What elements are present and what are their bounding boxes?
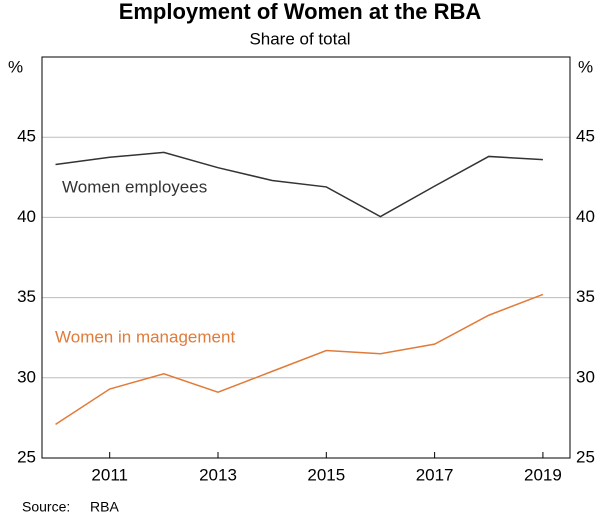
source-label: Source: [22, 499, 70, 515]
series-line [55, 293, 544, 425]
x-tick-label: 2017 [416, 465, 454, 484]
series-line [55, 151, 543, 218]
y-tick-label-right: 25 [576, 447, 595, 466]
plot-frame [41, 56, 571, 459]
y-tick-label: 35 [17, 287, 36, 306]
series-label: Women employees [62, 177, 207, 196]
source: RBA [90, 499, 119, 515]
y-unit-right: % [578, 57, 593, 76]
y-tick-label: 25 [17, 447, 36, 466]
chart-title: Employment of Women at the RBA [119, 0, 482, 24]
x-tick-label: 2013 [199, 465, 237, 484]
y-tick-label: 30 [17, 367, 36, 386]
y-tick-label-right: 45 [576, 127, 595, 146]
y-tick-label-right: 40 [576, 207, 595, 226]
x-tick-label: 2015 [307, 465, 345, 484]
y-tick-label-right: 30 [576, 367, 595, 386]
x-tick-label: 2011 [91, 465, 128, 484]
y-tick-label: 40 [17, 207, 36, 226]
y-tick-label-right: 35 [576, 287, 595, 306]
chart-subtitle: Share of total [249, 29, 350, 48]
y-unit-left: % [8, 57, 23, 76]
y-tick-label: 45 [17, 127, 36, 146]
x-tick-label: 2019 [524, 465, 562, 484]
series-label: Women in management [55, 327, 235, 346]
